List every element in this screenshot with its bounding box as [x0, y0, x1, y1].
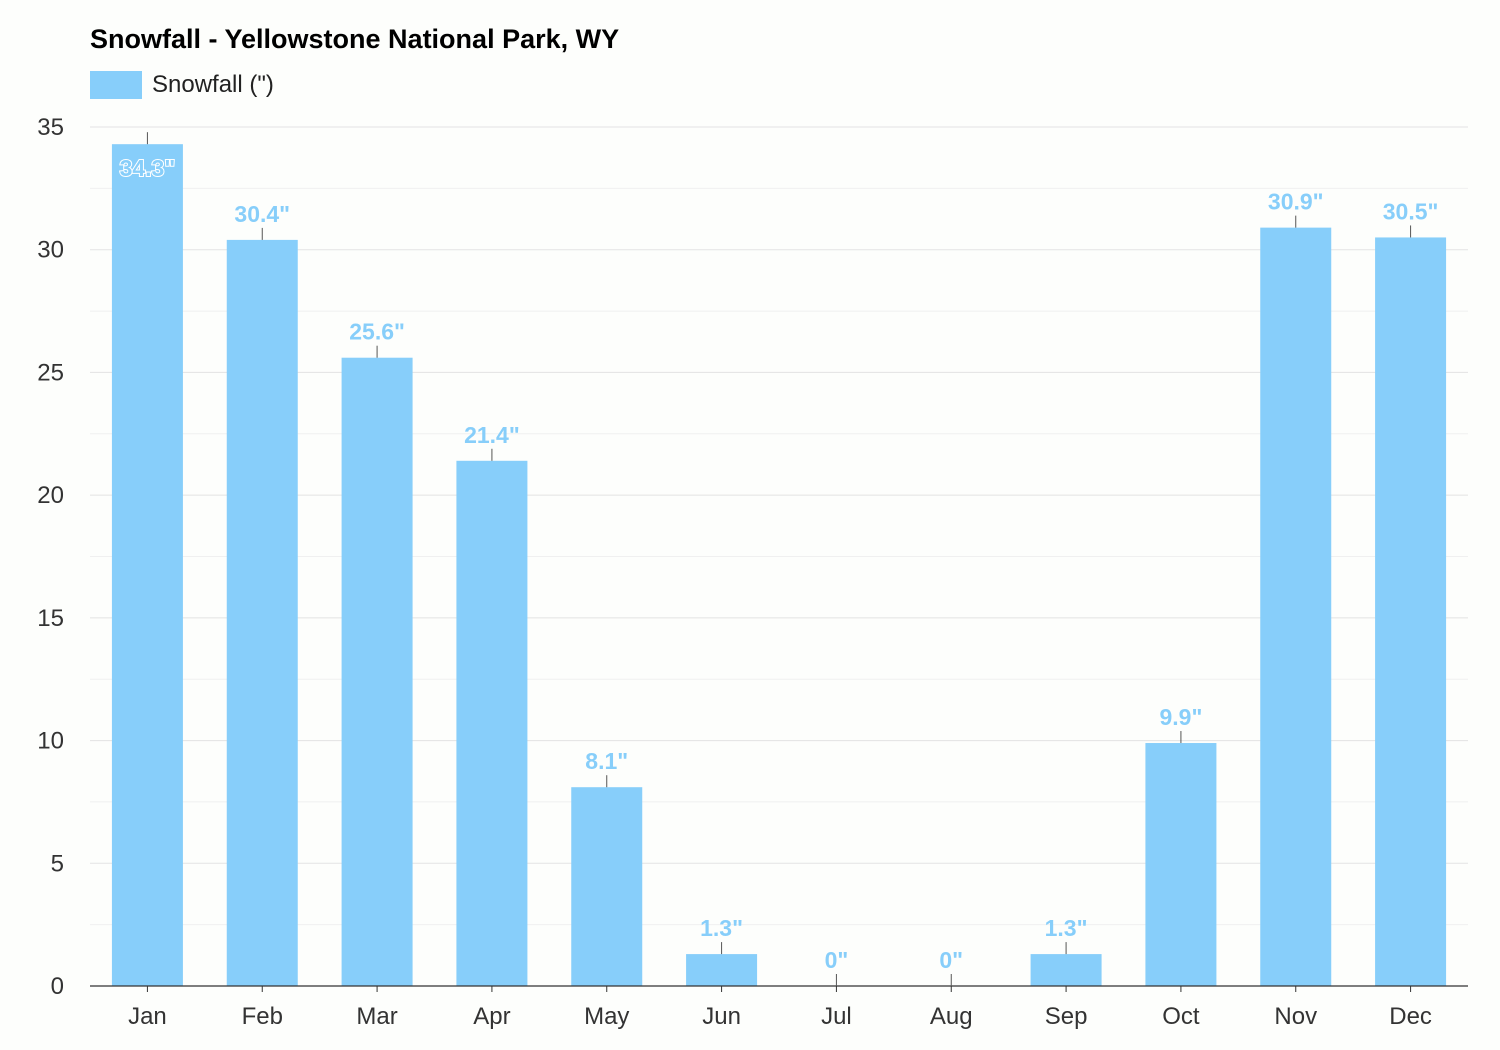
x-tick-label: Nov — [1274, 1003, 1317, 1030]
x-axis-ticks: Jan Feb Mar Apr May Jun Jul Aug Sep Oct Nov Dec — [90, 985, 1468, 1030]
data-label: 30.9" — [1268, 189, 1324, 215]
bar — [1375, 237, 1447, 986]
bar — [686, 954, 758, 986]
data-label: 8.1" — [585, 748, 628, 774]
bar — [1145, 743, 1217, 986]
y-tick-label: 25 — [37, 359, 64, 386]
bar — [111, 144, 183, 986]
y-tick-label: 0 — [51, 973, 64, 1000]
legend[interactable]: Snowfall (") — [90, 70, 274, 100]
x-tick-label: Mar — [356, 1003, 397, 1030]
bars — [111, 144, 1447, 987]
y-tick-label: 20 — [37, 482, 64, 509]
data-label: 25.6" — [349, 319, 405, 345]
data-label: 9.9" — [1159, 704, 1202, 730]
data-label: 1.3" — [700, 915, 743, 941]
x-tick-label: Dec — [1389, 1003, 1432, 1030]
x-tick-label: Jul — [821, 1003, 852, 1030]
data-label: 0" — [939, 947, 963, 973]
bar — [1030, 954, 1102, 986]
y-tick-label: 15 — [37, 605, 64, 632]
bar — [1260, 227, 1332, 986]
data-label: 30.5" — [1383, 198, 1439, 224]
bar — [226, 239, 298, 986]
x-tick-label: May — [584, 1003, 629, 1030]
x-tick-label: Apr — [473, 1003, 510, 1030]
x-tick-label: Oct — [1162, 1003, 1200, 1030]
chart-title: Snowfall - Yellowstone National Park, WY — [90, 24, 620, 54]
x-tick-label: Sep — [1045, 1003, 1088, 1030]
data-label: 30.4" — [234, 201, 290, 227]
data-label: 34.3" — [120, 155, 176, 181]
bar — [571, 787, 643, 986]
y-axis-ticks: 0 5 10 15 20 25 30 35 — [37, 114, 64, 1000]
data-label: 21.4" — [464, 422, 520, 448]
legend-swatch — [90, 71, 142, 99]
y-tick-label: 10 — [37, 728, 64, 755]
x-tick-label: Jun — [702, 1003, 741, 1030]
x-tick-label: Aug — [930, 1003, 973, 1030]
data-label: 1.3" — [1045, 915, 1088, 941]
bar — [456, 460, 528, 987]
data-labels: 34.3" 30.4" 25.6" 21.4" 8.1" 1.3" 0" 0" 1.3" 9.9"… — [119, 132, 1439, 986]
grid-lines — [90, 126, 1468, 926]
x-tick-label: Feb — [242, 1003, 283, 1030]
legend-label: Snowfall (") — [152, 71, 274, 98]
bar — [341, 357, 413, 986]
y-tick-label: 30 — [37, 237, 64, 264]
y-tick-label: 35 — [37, 114, 64, 141]
x-tick-label: Jan — [128, 1003, 167, 1030]
y-tick-label: 5 — [51, 850, 64, 877]
data-label: 0" — [825, 947, 849, 973]
